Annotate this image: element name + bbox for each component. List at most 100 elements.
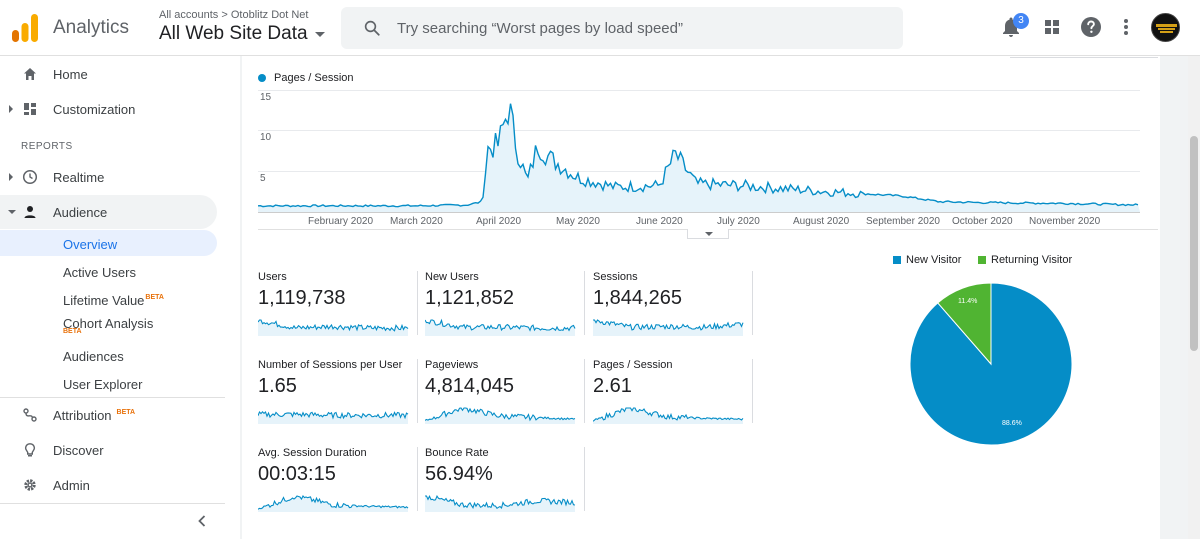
x-tick-label: November 2020 (1029, 216, 1101, 227)
line-chart-legend[interactable]: Pages / Session (274, 72, 354, 84)
collapse-caret-icon[interactable] (8, 210, 16, 214)
sparkline-area (425, 320, 575, 336)
pie-label-returning: 11.4% (958, 298, 978, 305)
sidebar-subitem-user-explorer[interactable]: User Explorer (0, 370, 217, 396)
top-header: Analytics All accounts > Otoblitz Dot Ne… (0, 0, 1200, 56)
pie-chart[interactable] (909, 282, 1073, 446)
metric-value: 1.65 (258, 375, 297, 397)
metric-avg-session-duration[interactable]: Avg. Session Duration 00:03:15 (258, 447, 418, 517)
metric-value: 4,814,045 (425, 375, 514, 397)
sparkline-area (593, 320, 743, 336)
legend-swatch-returning (978, 256, 986, 264)
search-input[interactable] (397, 7, 887, 49)
sidebar-subitem-label: Lifetime Value (63, 293, 145, 308)
sidebar-subitem-active-users[interactable]: Active Users (0, 258, 217, 284)
sidebar-subitem-label: Audiences (63, 349, 124, 364)
app-title: Analytics (53, 17, 130, 38)
sidebar-subitem-overview[interactable]: Overview (0, 230, 217, 256)
metric-separator (752, 271, 753, 335)
x-tick-label: March 2020 (390, 216, 443, 227)
sidebar-item-label: Attribution (53, 408, 112, 423)
x-tick-label: October 2020 (952, 216, 1013, 227)
notification-badge: 3 (1013, 13, 1029, 29)
search-bar[interactable] (341, 7, 903, 49)
expand-caret-icon[interactable] (9, 173, 13, 181)
view-selector[interactable]: All Web Site Data (159, 23, 308, 44)
pie-legend-new-visitor[interactable]: New Visitor (906, 254, 962, 266)
metric-label: New Users (425, 271, 479, 283)
metric-value: 2.61 (593, 375, 632, 397)
x-tick-label: April 2020 (476, 216, 522, 227)
x-tick-label: May 2020 (556, 216, 600, 227)
metric-separator (584, 271, 585, 335)
sidebar-item-label: Home (53, 67, 88, 82)
expand-caret-icon[interactable] (9, 105, 13, 113)
sparkline-line (425, 494, 576, 510)
scrollbar-thumb[interactable] (1190, 136, 1198, 351)
metric-pages-per-session[interactable]: Pages / Session 2.61 (593, 359, 753, 429)
sidebar-item-realtime[interactable]: Realtime (0, 160, 217, 194)
gear-icon (24, 479, 36, 491)
scrollbar[interactable] (1188, 56, 1200, 539)
metric-sparkline (258, 319, 409, 336)
metric-new-users[interactable]: New Users 1,121,852 (425, 271, 585, 341)
pie-slice-returning-visitor[interactable] (937, 282, 992, 366)
y-tick-label: 15 (260, 92, 272, 103)
sparkline-area (425, 496, 575, 512)
avatar-logo-icon (1156, 24, 1177, 33)
expand-chart-toggle[interactable] (687, 229, 729, 239)
line-chart[interactable] (258, 90, 1140, 212)
sidebar-subitem-lifetime-value[interactable]: Lifetime ValueBETA (0, 286, 217, 312)
account-path[interactable]: All accounts > Otoblitz Dot Net (159, 9, 309, 21)
beta-badge: BETA (63, 328, 82, 335)
sparkline-area (425, 408, 575, 424)
metric-separator (584, 447, 585, 511)
sidebar (0, 56, 240, 539)
sidebar-item-label: Customization (53, 102, 136, 117)
beta-badge: BETA (116, 409, 136, 416)
analytics-logo[interactable] (12, 14, 38, 42)
metric-label: Pages / Session (593, 359, 673, 371)
sidebar-item-discover[interactable]: Discover (0, 433, 217, 467)
metric-sessions[interactable]: Sessions 1,844,265 (593, 271, 753, 341)
line-chart-area (258, 103, 1140, 212)
sidebar-item-customization[interactable]: Customization (0, 92, 217, 126)
more-vert-icon[interactable] (1114, 15, 1138, 39)
sidebar-subitem-audiences[interactable]: Audiences (0, 342, 217, 368)
sparkline-line (593, 319, 744, 331)
sidebar-item-audience[interactable]: Audience (0, 195, 217, 229)
sidebar-item-label: Audience (53, 205, 108, 220)
sidebar-subitem-cohort-analysis[interactable]: Cohort Analysis (0, 309, 217, 335)
sidebar-item-label: Admin (53, 478, 90, 493)
sparkline-line (593, 407, 744, 422)
metric-value: 00:03:15 (258, 463, 336, 485)
metric-sparkline (258, 410, 409, 424)
line-series-pages-per-session[interactable] (258, 103, 1139, 208)
metric-label: Bounce Rate (425, 447, 489, 459)
sidebar-item-admin[interactable]: Admin (0, 468, 217, 502)
home-icon (24, 68, 36, 80)
metric-users[interactable]: Users 1,119,738 (258, 271, 418, 341)
sidebar-item-home[interactable]: Home (0, 57, 217, 91)
sidebar-subitem-label: Overview (63, 237, 118, 252)
sidebar-divider (0, 503, 225, 504)
avatar[interactable] (1151, 13, 1180, 42)
gridline (258, 130, 1140, 131)
help-icon[interactable] (1079, 15, 1103, 39)
metric-pageviews[interactable]: Pageviews 4,814,045 (425, 359, 585, 429)
sidebar-item-attribution[interactable]: Attribution BETA (0, 398, 217, 432)
sidebar-subitem-label: Active Users (63, 265, 136, 280)
metric-value: 56.94% (425, 463, 493, 485)
metric-sessions-per-user[interactable]: Number of Sessions per User 1.65 (258, 359, 418, 429)
metric-sparkline (258, 495, 409, 512)
person-icon (24, 206, 36, 218)
collapse-sidebar-icon[interactable] (196, 514, 208, 528)
x-tick-label: July 2020 (717, 216, 760, 227)
view-dropdown-caret[interactable] (315, 32, 325, 37)
metric-bounce-rate[interactable]: Bounce Rate 56.94% (425, 447, 585, 517)
sparkline-line (425, 318, 576, 332)
apps-grid-icon[interactable] (1040, 15, 1064, 39)
x-tick-label: June 2020 (636, 216, 683, 227)
date-range-control[interactable] (1010, 56, 1158, 58)
pie-legend-returning-visitor[interactable]: Returning Visitor (991, 254, 1073, 266)
